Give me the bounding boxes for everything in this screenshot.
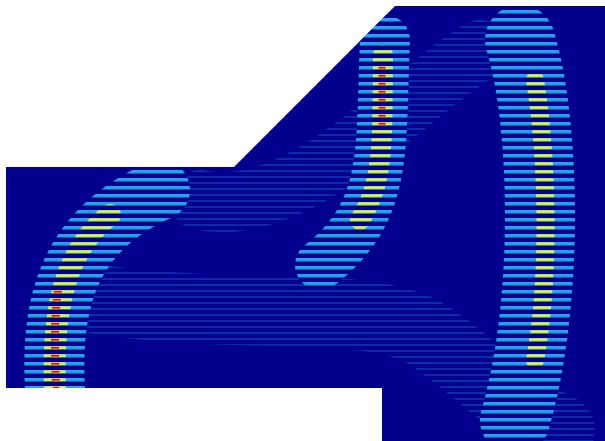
body	[0, 0, 605, 441]
wave-band-peak	[55, 290, 58, 385]
wave-band-core	[535, 80, 546, 360]
field-plot	[0, 0, 605, 441]
page: Field plot {} html, body { margin: 0; pa…	[0, 0, 605, 441]
